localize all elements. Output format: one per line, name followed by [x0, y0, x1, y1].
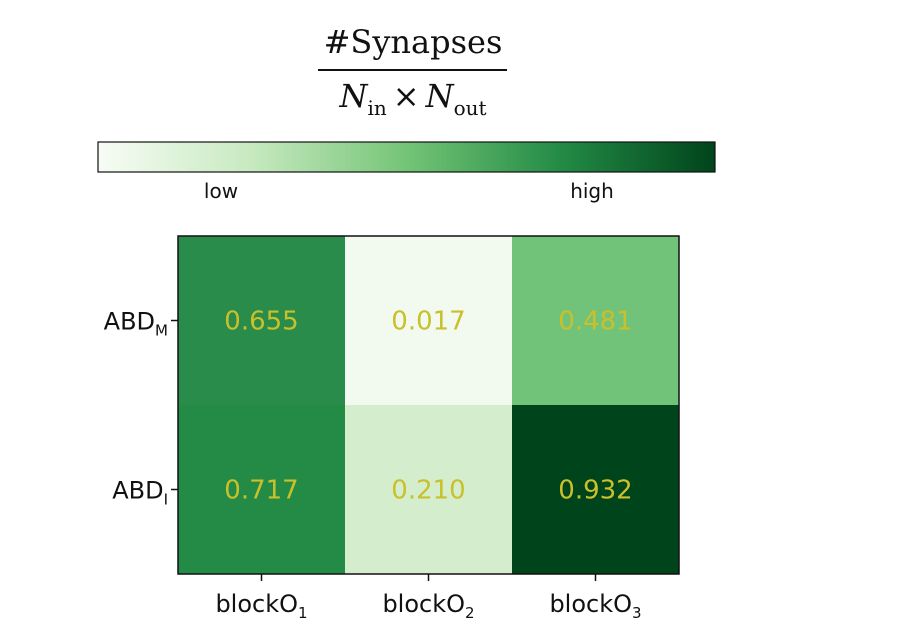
cell-value-label: 0.655 — [224, 307, 298, 337]
y-tick-label: ABDM — [104, 308, 168, 340]
cell-value-label: 0.017 — [391, 307, 465, 337]
cell-value-label: 0.210 — [391, 476, 465, 506]
x-tick-label: blockO2 — [382, 590, 474, 622]
cell-value-label: 0.481 — [558, 307, 632, 337]
heatmap-cell — [345, 236, 513, 406]
x-tick-label: blockO3 — [549, 590, 641, 622]
x-axis: blockO1 blockO2 blockO3 — [215, 574, 642, 622]
y-tick-label: ABDI — [112, 477, 168, 509]
x-tick-label: blockO1 — [215, 590, 307, 622]
cell-value-label: 0.932 — [558, 476, 632, 506]
title-numerator: #Synapses — [324, 23, 503, 61]
heatmap-annotations: 0.655 0.017 0.481 0.717 0.210 0.932 — [224, 307, 632, 506]
heatmap-cell — [512, 236, 680, 406]
heatmap-cell — [178, 405, 346, 575]
colorbar-low-label: low — [204, 179, 238, 203]
heatmap-cell — [178, 236, 346, 406]
heatmap-cell — [512, 405, 680, 575]
cell-value-label: 0.717 — [224, 476, 298, 506]
chart-title: #Synapses Nin × Nout — [318, 23, 507, 120]
title-denominator: Nin × Nout — [338, 77, 486, 120]
y-axis: ABDM ABDI — [104, 308, 178, 509]
colorbar: low high — [97, 141, 716, 203]
heatmap-cell — [345, 405, 513, 575]
heatmap-cells — [178, 236, 680, 575]
colorbar-high-label: high — [570, 179, 614, 203]
colorbar-gradient — [97, 141, 716, 173]
